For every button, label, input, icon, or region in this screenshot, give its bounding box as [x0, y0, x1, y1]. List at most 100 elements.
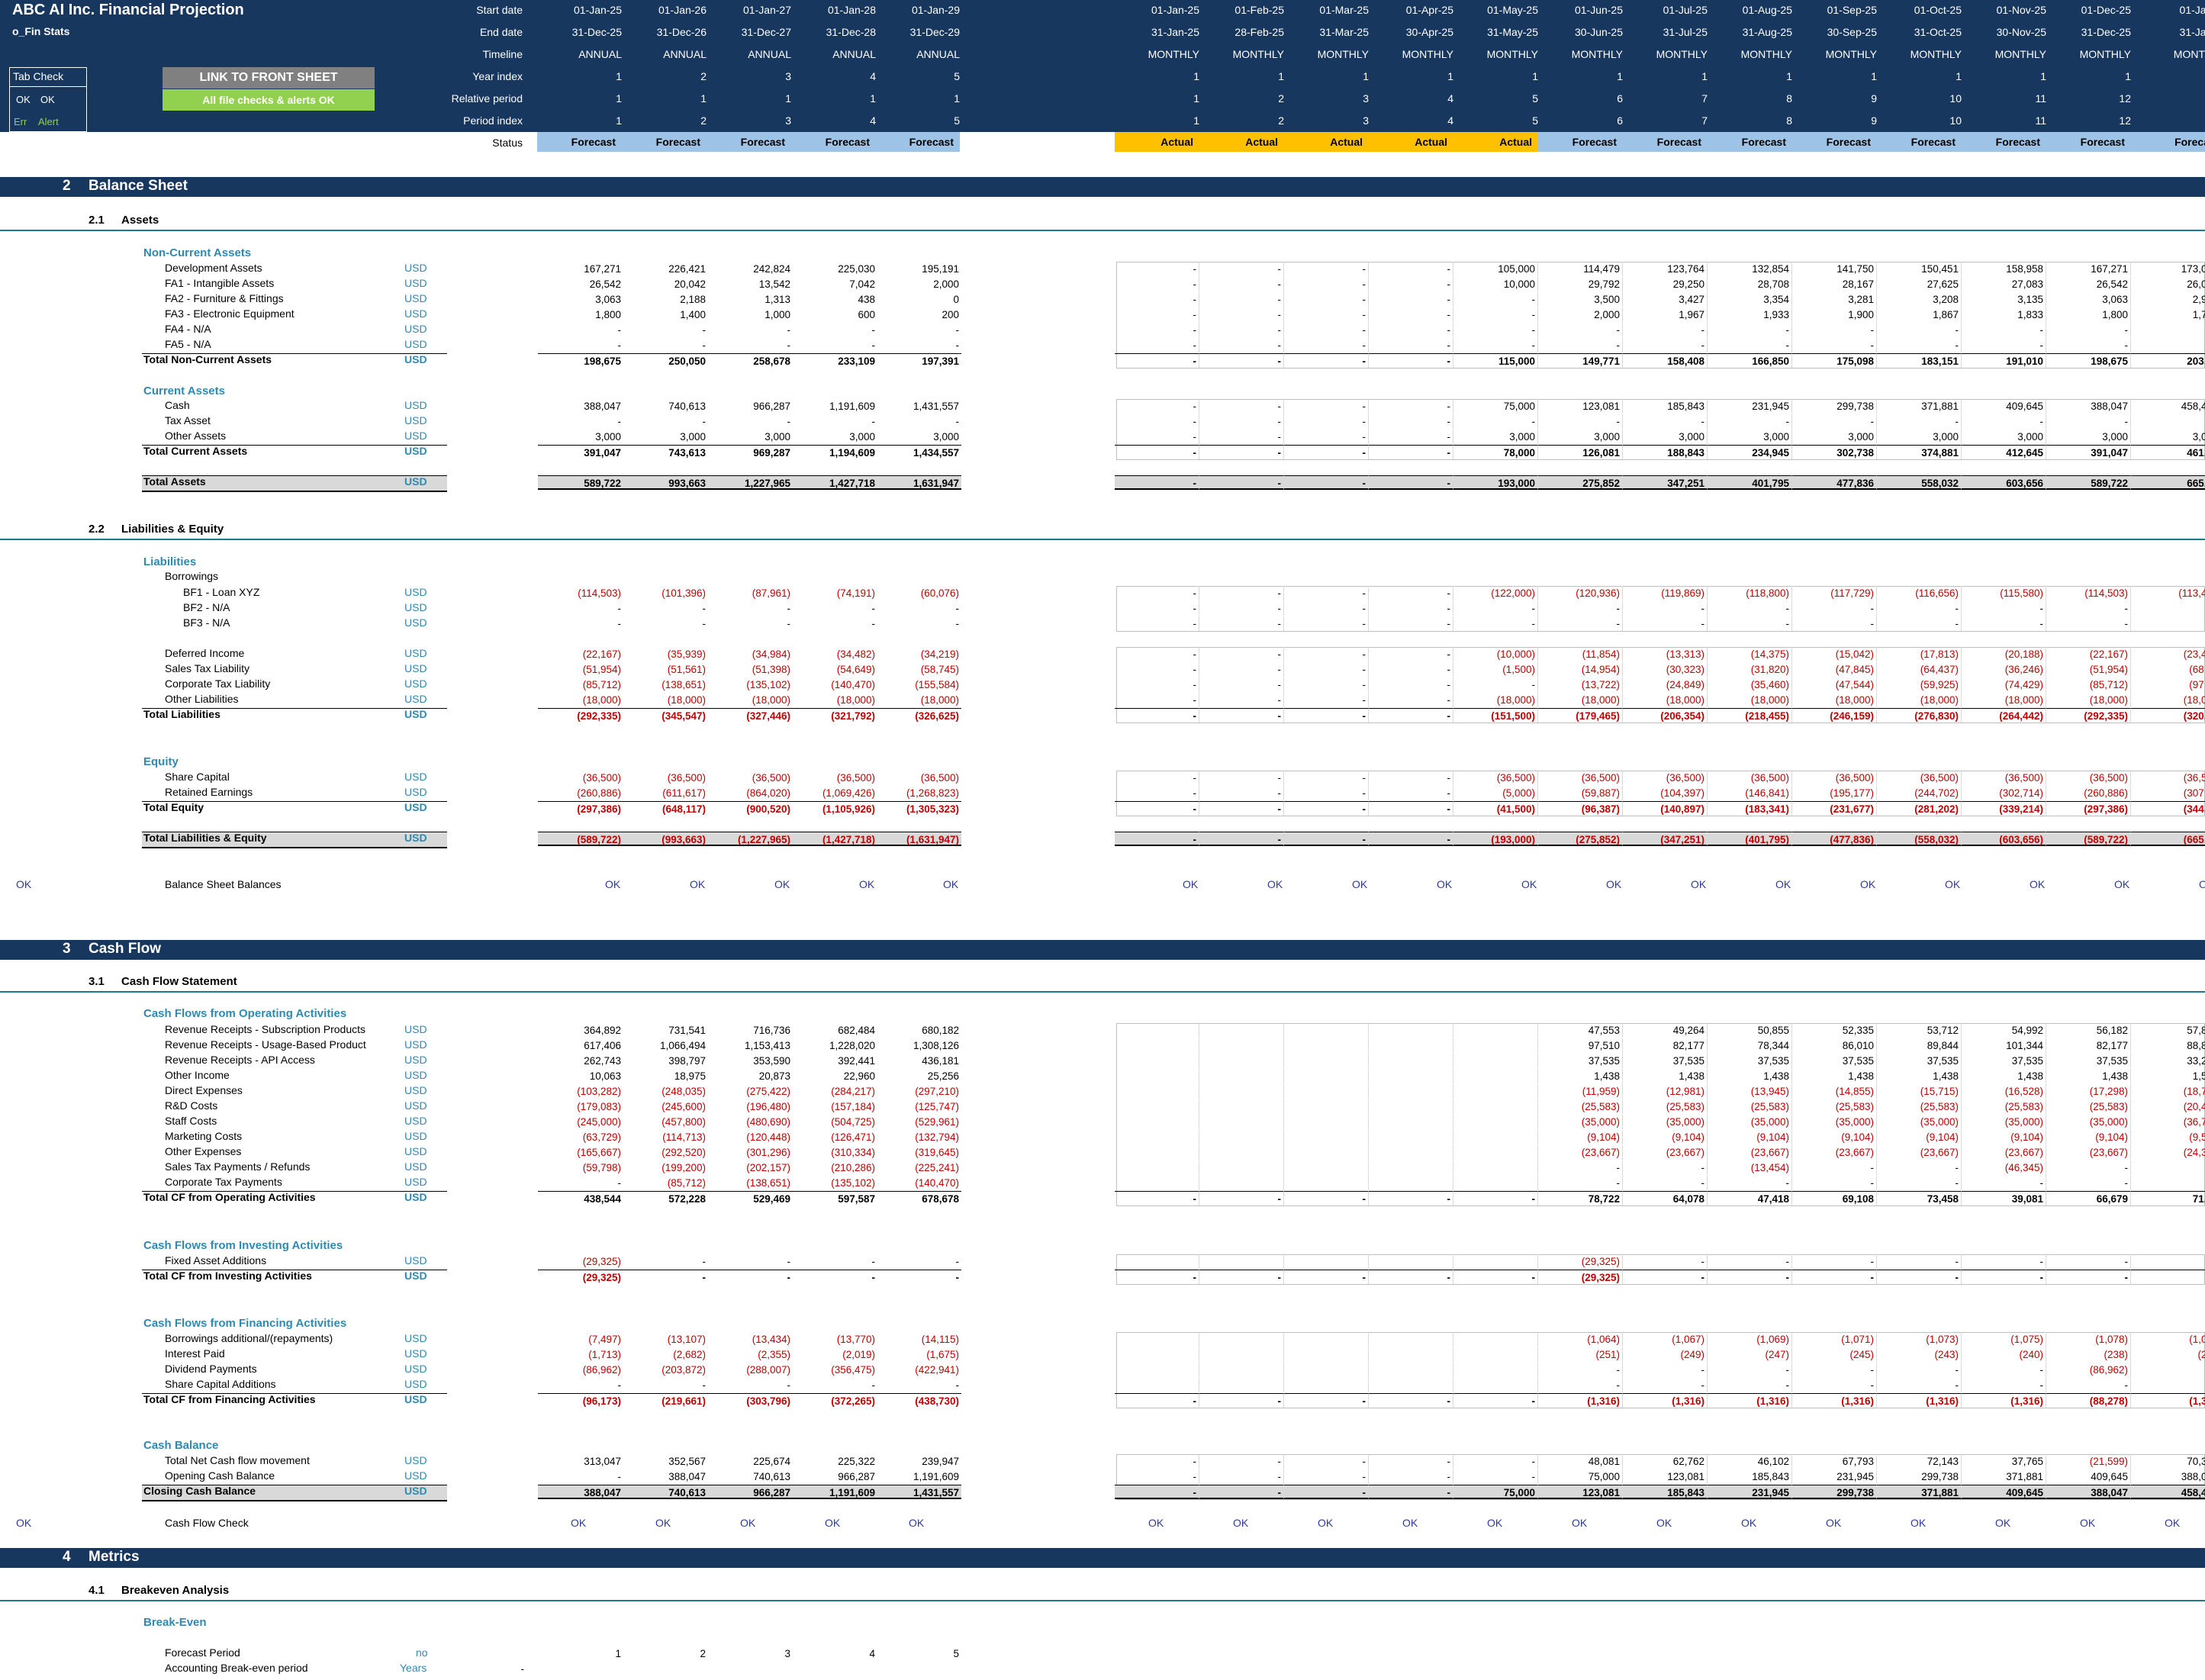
- monthly-value: (15,715): [1877, 1084, 1962, 1099]
- monthly-value: -: [1115, 475, 1199, 490]
- monthly-value: -: [1284, 601, 1369, 616]
- monthly-value: (96,387): [1538, 801, 1623, 816]
- monthly-value: (246,159): [1792, 708, 1877, 723]
- subsection-title: Breakeven Analysis: [121, 1584, 230, 1597]
- monthly-value: [1369, 1115, 1453, 1129]
- monthly-value: -: [1115, 292, 1199, 307]
- monthly-value: (11,959): [1538, 1084, 1623, 1099]
- monthly-check-ok: OK: [1148, 1517, 1164, 1529]
- row-label: Forecast Period: [165, 1646, 240, 1659]
- annual-value: 529,469: [707, 1191, 793, 1205]
- monthly-value: [1284, 1145, 1369, 1160]
- monthly-value: -: [2131, 1254, 2205, 1269]
- annual-check-ok: OK: [825, 1517, 841, 1529]
- monthly-check-ok: OK: [1318, 1517, 1334, 1529]
- row-unit: USD: [404, 323, 427, 335]
- monthly-value: -: [1115, 1469, 1199, 1484]
- monthly-value: 388,04: [2131, 1469, 2205, 1484]
- monthly-value: 69,108: [1792, 1191, 1877, 1205]
- monthly-value: (25,583): [1538, 1099, 1623, 1114]
- monthly-value: [1284, 1054, 1369, 1068]
- monthly-value: -: [1115, 677, 1199, 692]
- annual-value: 716,736: [753, 1025, 790, 1036]
- monthly-value: [1115, 1038, 1199, 1053]
- link-to-front-sheet-button[interactable]: LINK TO FRONT SHEET: [163, 67, 375, 89]
- annual-value: -: [871, 618, 876, 629]
- monthly-value: 28,167: [1792, 277, 1877, 291]
- monthly-value: 1,800: [2046, 307, 2131, 322]
- monthly-value: (116,656): [1877, 586, 1962, 600]
- monthly-value: 3,000: [2046, 430, 2131, 444]
- row-label: Cash: [165, 399, 190, 411]
- monthly-value: -: [1199, 693, 1284, 707]
- annual-value: 1,191,609: [829, 401, 875, 412]
- monthly-check-ok: OK: [1691, 878, 1707, 890]
- annual-value: (504,725): [831, 1116, 875, 1128]
- annual-value: (140,470): [831, 679, 875, 690]
- monthly-status-actual: Actual: [1115, 132, 1199, 152]
- monthly-value: (68,3: [2131, 662, 2205, 677]
- monthly-check-ok: OK: [1910, 1517, 1927, 1529]
- monthly-value: (25,583): [1792, 1099, 1877, 1114]
- monthly-header-year_index: 1: [1956, 70, 1962, 82]
- monthly-header-relative: 2: [1278, 92, 1284, 105]
- row-label: Accounting Break-even period: [165, 1662, 308, 1674]
- monthly-header-relative: 5: [1532, 92, 1538, 105]
- group-heading: Current Assets: [143, 385, 225, 397]
- monthly-value: [1115, 1023, 1199, 1038]
- monthly-value: 47,553: [1538, 1023, 1623, 1038]
- annual-value: (422,941): [915, 1364, 959, 1376]
- annual-value: 233,109: [792, 353, 877, 368]
- annual-value: 250,050: [623, 353, 708, 368]
- monthly-value: (97,4: [2131, 677, 2205, 692]
- annual-value: 392,441: [838, 1055, 875, 1067]
- annual-value: (179,083): [577, 1101, 621, 1112]
- monthly-header-timeline: MONTHLY: [1148, 48, 1199, 60]
- monthly-value: (18,000): [1877, 693, 1962, 707]
- monthly-value: 371,881: [1962, 1469, 2046, 1484]
- monthly-value: -: [2046, 1160, 2131, 1175]
- monthly-value: 28,708: [1708, 277, 1792, 291]
- monthly-value: (16,528): [1962, 1084, 2046, 1099]
- monthly-header-relative: 12: [2119, 92, 2131, 105]
- monthly-value: 3,135: [1962, 292, 2046, 307]
- group-heading: Cash Flows from Financing Activities: [143, 1317, 347, 1330]
- annual-value: -: [617, 603, 622, 614]
- monthly-value: 3,000: [1623, 430, 1708, 444]
- annual-value: 1,066,494: [659, 1040, 706, 1051]
- row-label: R&D Costs: [165, 1099, 218, 1112]
- monthly-value: (206,354): [1623, 708, 1708, 723]
- annual-value: (310,334): [831, 1147, 875, 1158]
- monthly-value: -: [1284, 262, 1369, 276]
- annual-value: -: [702, 1379, 707, 1391]
- monthly-value: 64,078: [1623, 1191, 1708, 1205]
- annual-value: (51,398): [752, 664, 790, 675]
- row-label: Closing Cash Balance: [143, 1485, 256, 1497]
- monthly-header-year_index: 1: [1363, 70, 1369, 82]
- monthly-value: -: [2131, 1160, 2205, 1175]
- annual-value: 364,892: [584, 1025, 621, 1036]
- annual-value: 398,797: [668, 1055, 706, 1067]
- subsection-number: 2.2: [89, 523, 105, 536]
- monthly-header-relative: 11: [2035, 92, 2046, 105]
- monthly-value: 37,535: [1792, 1054, 1877, 1068]
- monthly-value: [1284, 1160, 1369, 1175]
- monthly-value: [1453, 1176, 1538, 1190]
- monthly-value: -: [1284, 430, 1369, 444]
- annual-value: (245,600): [662, 1101, 706, 1112]
- annual-value: (125,747): [915, 1101, 959, 1112]
- row-label: Total Assets: [143, 475, 206, 488]
- monthly-value: -: [1199, 601, 1284, 616]
- annual-value: -: [955, 324, 960, 336]
- monthly-value: 37,535: [1708, 1054, 1792, 1068]
- annual-value: (292,520): [662, 1147, 706, 1158]
- row-unit: USD: [404, 1099, 427, 1112]
- monthly-value: 3,208: [1877, 292, 1962, 307]
- annual-value: -: [871, 603, 876, 614]
- annual-header-timeline: ANNUAL: [748, 48, 791, 60]
- monthly-check-ok: OK: [1775, 878, 1791, 890]
- monthly-value: -: [2046, 616, 2131, 631]
- monthly-value: 47,418: [1708, 1191, 1792, 1205]
- monthly-value: -: [1284, 338, 1369, 352]
- annual-value: 10,063: [589, 1070, 621, 1082]
